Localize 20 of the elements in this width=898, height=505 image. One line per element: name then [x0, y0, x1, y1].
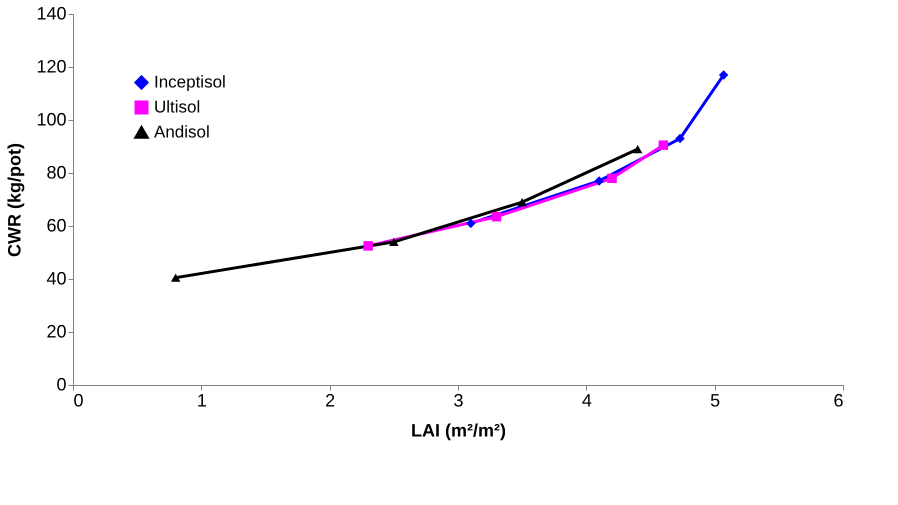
y-axis-title: CWR (kg/pot) [4, 143, 24, 257]
x-tick-label: 5 [710, 390, 720, 410]
x-tick-label: 1 [196, 390, 207, 410]
legend-label: Andisol [154, 122, 210, 142]
y-tick-label: 20 [46, 322, 66, 342]
y-tick-label: 120 [36, 56, 66, 76]
y-tick-label: 0 [56, 374, 66, 394]
x-axis-title: LAI (m²/m²) [411, 420, 506, 440]
y-tick-label: 140 [36, 4, 66, 24]
legend-label: Inceptisol [154, 72, 226, 92]
x-tick-label: 2 [325, 390, 336, 410]
y-tick-label: 60 [46, 216, 66, 236]
y-tick-label: 80 [46, 162, 66, 182]
y-tick-label: 40 [46, 268, 66, 288]
legend-label: Ultisol [154, 98, 200, 116]
y-tick-label: 100 [36, 110, 66, 130]
x-tick-label: 3 [453, 390, 464, 410]
x-tick-label: 0 [74, 390, 84, 410]
x-tick-label: 4 [582, 390, 592, 410]
x-tick-label: 6 [833, 390, 844, 410]
